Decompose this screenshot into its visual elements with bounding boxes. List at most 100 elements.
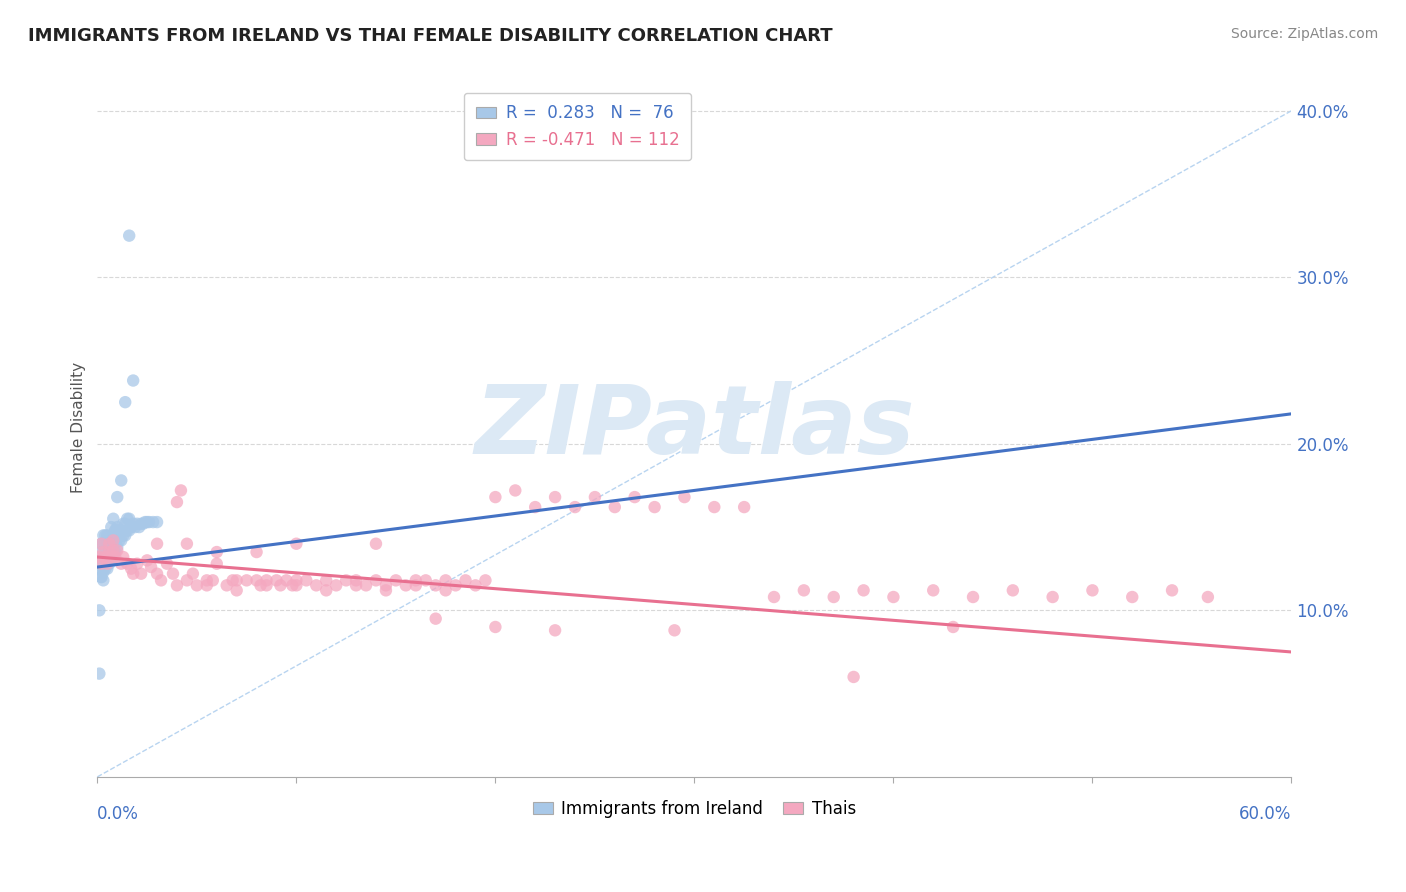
- Point: [104, 524, 127, 538]
- Point: [94, 557, 117, 571]
- Point: [110, 524, 132, 538]
- Point: [524, 500, 547, 514]
- Point: [98, 545, 121, 559]
- Point: [91, 553, 114, 567]
- Point: [503, 483, 526, 498]
- Point: [114, 528, 136, 542]
- Point: [374, 578, 396, 592]
- Point: [484, 490, 506, 504]
- Point: [120, 520, 142, 534]
- Point: [90, 537, 112, 551]
- Point: [108, 533, 131, 548]
- Point: [105, 543, 128, 558]
- Point: [842, 670, 865, 684]
- Point: [91, 537, 114, 551]
- Point: [205, 557, 228, 571]
- Point: [395, 578, 418, 592]
- Point: [120, 562, 142, 576]
- Point: [91, 562, 114, 576]
- Point: [104, 545, 127, 559]
- Text: 60.0%: 60.0%: [1239, 805, 1292, 822]
- Point: [425, 612, 447, 626]
- Point: [90, 570, 112, 584]
- Point: [225, 574, 247, 588]
- Point: [110, 557, 132, 571]
- Point: [276, 574, 298, 588]
- Point: [415, 574, 437, 588]
- Point: [100, 545, 122, 559]
- Point: [89, 553, 111, 567]
- Point: [922, 583, 945, 598]
- Point: [112, 516, 135, 531]
- Point: [763, 590, 786, 604]
- Point: [256, 578, 278, 592]
- Point: [464, 578, 486, 592]
- Point: [703, 500, 725, 514]
- Point: [96, 549, 118, 564]
- Point: [544, 490, 567, 504]
- Point: [644, 500, 666, 514]
- Point: [195, 578, 218, 592]
- Point: [225, 583, 247, 598]
- Point: [1161, 583, 1184, 598]
- Point: [127, 557, 149, 571]
- Point: [115, 524, 138, 538]
- Point: [434, 574, 457, 588]
- Point: [105, 532, 128, 546]
- Point: [112, 549, 135, 564]
- Point: [186, 578, 208, 592]
- Point: [673, 490, 696, 504]
- Point: [962, 590, 984, 604]
- Point: [100, 553, 122, 567]
- Point: [146, 515, 169, 529]
- Point: [142, 515, 165, 529]
- Point: [733, 500, 755, 514]
- Point: [583, 490, 606, 504]
- Point: [245, 574, 267, 588]
- Point: [295, 574, 318, 588]
- Point: [425, 578, 447, 592]
- Point: [405, 578, 427, 592]
- Point: [110, 474, 132, 488]
- Point: [150, 574, 173, 588]
- Point: [96, 537, 118, 551]
- Point: [281, 578, 304, 592]
- Point: [176, 537, 198, 551]
- Point: [98, 557, 121, 571]
- Point: [89, 666, 111, 681]
- Point: [205, 545, 228, 559]
- Point: [103, 537, 125, 551]
- Legend: Immigrants from Ireland, Thais: Immigrants from Ireland, Thais: [526, 793, 862, 824]
- Point: [942, 620, 965, 634]
- Point: [89, 562, 111, 576]
- Point: [134, 515, 156, 529]
- Point: [132, 516, 155, 531]
- Point: [90, 553, 112, 567]
- Point: [114, 516, 136, 531]
- Point: [138, 515, 160, 529]
- Point: [454, 574, 477, 588]
- Point: [90, 557, 112, 571]
- Point: [256, 574, 278, 588]
- Point: [94, 537, 117, 551]
- Point: [122, 374, 145, 388]
- Point: [215, 578, 238, 592]
- Point: [146, 537, 169, 551]
- Point: [1042, 590, 1064, 604]
- Point: [89, 603, 111, 617]
- Point: [1001, 583, 1024, 598]
- Text: 0.0%: 0.0%: [97, 805, 139, 822]
- Point: [315, 583, 337, 598]
- Point: [103, 545, 125, 559]
- Point: [98, 537, 121, 551]
- Point: [544, 624, 567, 638]
- Point: [156, 557, 179, 571]
- Point: [385, 574, 408, 588]
- Point: [484, 620, 506, 634]
- Point: [374, 583, 396, 598]
- Point: [91, 565, 114, 579]
- Point: [108, 524, 131, 538]
- Point: [103, 528, 125, 542]
- Point: [96, 553, 118, 567]
- Point: [285, 537, 308, 551]
